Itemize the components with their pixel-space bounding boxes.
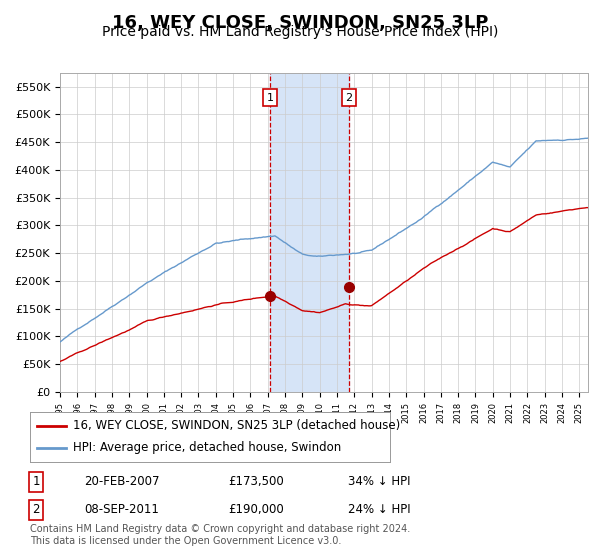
Text: 08-SEP-2011: 08-SEP-2011	[84, 503, 159, 516]
Text: 2: 2	[32, 503, 40, 516]
Text: 1: 1	[266, 93, 274, 103]
Text: 20-FEB-2007: 20-FEB-2007	[84, 475, 160, 488]
Text: HPI: Average price, detached house, Swindon: HPI: Average price, detached house, Swin…	[73, 441, 341, 454]
Text: £173,500: £173,500	[228, 475, 284, 488]
Bar	[270, 73, 349, 392]
Text: 16, WEY CLOSE, SWINDON, SN25 3LP (detached house): 16, WEY CLOSE, SWINDON, SN25 3LP (detach…	[73, 419, 400, 432]
Text: Price paid vs. HM Land Registry's House Price Index (HPI): Price paid vs. HM Land Registry's House …	[102, 25, 498, 39]
Text: 24% ↓ HPI: 24% ↓ HPI	[348, 503, 410, 516]
Text: 16, WEY CLOSE, SWINDON, SN25 3LP: 16, WEY CLOSE, SWINDON, SN25 3LP	[112, 14, 488, 32]
Text: 2: 2	[346, 93, 352, 103]
Text: 1: 1	[32, 475, 40, 488]
Text: Contains HM Land Registry data © Crown copyright and database right 2024.
This d: Contains HM Land Registry data © Crown c…	[30, 524, 410, 546]
Text: 34% ↓ HPI: 34% ↓ HPI	[348, 475, 410, 488]
Text: £190,000: £190,000	[228, 503, 284, 516]
